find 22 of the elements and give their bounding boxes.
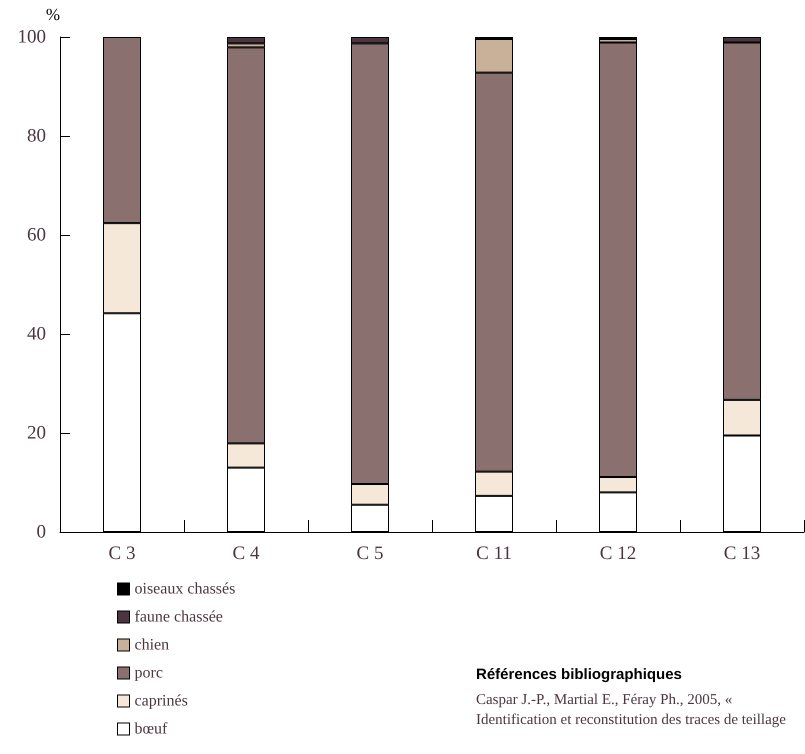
bar — [227, 37, 265, 44]
legend-label: caprinés — [134, 692, 188, 710]
y-tick-label: 20 — [27, 422, 46, 444]
y-tick-label: 0 — [36, 522, 46, 542]
legend-label: faune chassée — [134, 608, 223, 626]
y-tick-label: 100 — [18, 26, 46, 48]
legend-label: bœuf — [134, 720, 168, 738]
x-tick-label: C 13 — [724, 543, 760, 564]
y-tick-label: 40 — [27, 324, 46, 344]
x-tick-label: C 3 — [108, 543, 136, 564]
legend-label: chien — [134, 636, 170, 654]
y-tick-label: 80 — [27, 126, 46, 146]
y-tick-label: 60 — [27, 224, 46, 246]
text: Caspar J.-P., Martial E., Féray Ph., 2005, « Identification et reconstitution des traces de teillage — [476, 692, 786, 728]
x-tick-label: C 11 — [476, 543, 512, 564]
x-tick-label: C 12 — [600, 543, 636, 564]
x-tick-label: C 5 — [356, 543, 384, 564]
text: Références bibliographiques — [476, 666, 682, 683]
x-tick-label: C 4 — [232, 543, 260, 564]
y-axis-title: % — [46, 5, 60, 24]
legend-label: oiseaux chassés — [134, 580, 236, 598]
legend-label: porc — [134, 664, 163, 682]
